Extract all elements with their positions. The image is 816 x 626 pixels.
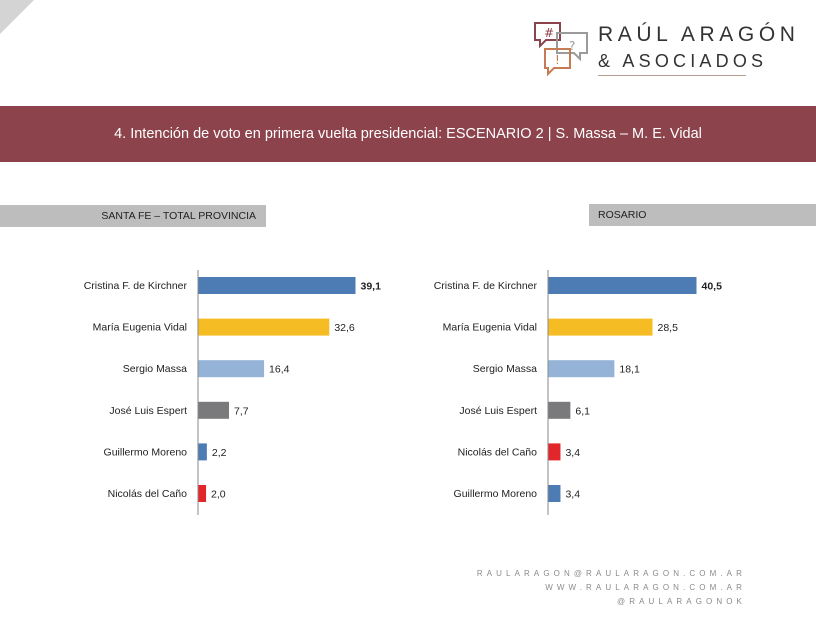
data-label-santa-fe-4: 7,7 — [234, 405, 249, 417]
logo-subtitle: & ASOCIADOS — [598, 51, 768, 71]
footer-website: WWW.RAULARAGON.COM.AR — [545, 583, 746, 592]
category-label-rosario-3: Sergio Massa — [473, 363, 537, 375]
data-label-santa-fe-2: 32,6 — [334, 322, 355, 334]
bar-santa-fe-6 — [198, 485, 207, 502]
panel-label-rosario: ROSARIO — [589, 204, 816, 226]
bubble-question-icon — [556, 32, 588, 62]
data-label-rosario-6: 3,4 — [565, 489, 580, 501]
svg-text:?: ? — [569, 39, 575, 53]
data-label-rosario-2: 28,5 — [658, 322, 679, 334]
category-label-rosario-6: Guillermo Moreno — [454, 488, 538, 500]
category-label-santa-fe-2: María Eugenia Vidal — [93, 322, 187, 334]
data-label-santa-fe-1: 39,1 — [361, 281, 382, 293]
company-logo: # ? ! RAÚL ARAGÓN & ASOCIADOS — [532, 20, 802, 80]
data-label-santa-fe-5: 2,2 — [212, 447, 227, 459]
data-label-santa-fe-6: 2,0 — [211, 489, 226, 501]
bar-rosario-4 — [548, 401, 571, 419]
page-title: 4. Intención de voto en primera vuelta p… — [114, 126, 702, 142]
bar-santa-fe-3 — [198, 360, 265, 378]
bar-santa-fe-2 — [198, 318, 330, 336]
contact-footer: RAULARAGON@RAULARAGON.COM.AR WWW.RAULARA… — [477, 567, 746, 609]
panel-label-santa-fe: SANTA FE – TOTAL PROVINCIA — [0, 205, 266, 227]
category-label-santa-fe-6: Nicolás del Caño — [108, 488, 188, 500]
bar-rosario-2 — [548, 318, 653, 336]
bar-santa-fe-1 — [198, 277, 356, 294]
svg-text:#: # — [544, 26, 554, 40]
svg-text:!: ! — [555, 53, 560, 67]
category-label-rosario-5: Nicolás del Caño — [458, 446, 538, 458]
category-label-santa-fe-1: Cristina F. de Kirchner — [84, 280, 188, 292]
data-label-rosario-3: 18,1 — [619, 364, 640, 376]
category-label-rosario-2: María Eugenia Vidal — [443, 322, 537, 334]
logo-name: RAÚL ARAGÓN — [598, 23, 800, 46]
footer-social: @RAULARAGONOK — [617, 597, 746, 606]
bar-santa-fe-5 — [198, 443, 207, 461]
bar-rosario-3 — [548, 360, 615, 378]
data-label-santa-fe-3: 16,4 — [269, 364, 290, 376]
logo-underline — [598, 75, 746, 76]
category-label-santa-fe-4: José Luis Espert — [109, 405, 187, 417]
category-label-santa-fe-3: Sergio Massa — [123, 363, 187, 375]
footer-email: RAULARAGON@RAULARAGON.COM.AR — [476, 569, 746, 578]
data-label-rosario-5: 3,4 — [565, 447, 580, 459]
corner-decoration — [0, 0, 34, 34]
speech-bubbles-icon: # ? ! — [534, 22, 588, 77]
bar-rosario-5 — [548, 443, 561, 461]
category-label-santa-fe-5: Guillermo Moreno — [104, 446, 188, 458]
bar-rosario-1 — [548, 277, 697, 294]
category-label-rosario-1: Cristina F. de Kirchner — [434, 280, 538, 292]
bubble-exclaim-icon — [544, 48, 571, 77]
bar-santa-fe-4 — [198, 401, 230, 419]
data-label-rosario-4: 6,1 — [575, 405, 590, 417]
bubble-hash-icon — [534, 22, 561, 49]
data-label-rosario-1: 40,5 — [702, 281, 723, 293]
category-label-rosario-4: José Luis Espert — [459, 405, 537, 417]
title-banner: 4. Intención de voto en primera vuelta p… — [0, 106, 816, 162]
bar-rosario-6 — [548, 485, 561, 502]
